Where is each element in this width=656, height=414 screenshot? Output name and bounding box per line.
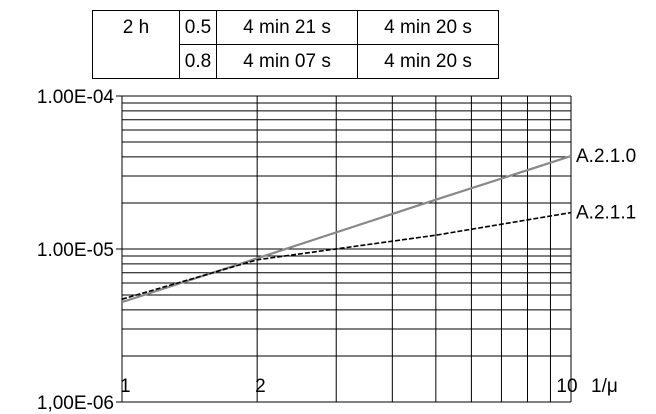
table-cell: 4 min 20 s (357, 10, 499, 45)
y-tick-label: 1.00E-05 (37, 240, 114, 261)
grid (116, 95, 572, 403)
results-table: 2 h 0.5 4 min 21 s 4 min 20 s 0.8 4 min … (92, 10, 499, 79)
table-cell: 0.5 (179, 10, 217, 45)
x-tick-label: 10 (556, 376, 577, 397)
chart-labels: 1.00E-04 1.00E-05 1,00E-06 1 2 10 1/μ A.2.1.0 A.… (37, 87, 636, 414)
table-cell: 2 h (92, 10, 180, 45)
series-label: A.2.1.1 (576, 203, 636, 224)
table-cell (92, 44, 180, 79)
x-axis-label: 1/μ (591, 376, 618, 397)
table-cell: 4 min 07 s (216, 44, 358, 79)
table-cell: 4 min 20 s (357, 44, 499, 79)
y-tick-label: 1,00E-06 (37, 393, 114, 414)
series-label: A.2.1.0 (576, 146, 636, 167)
y-tick-label: 1.00E-04 (37, 87, 115, 108)
x-tick-label: 2 (255, 376, 266, 397)
series-line-A.2.1.0 (121, 155, 572, 304)
x-tick-label: 1 (120, 376, 131, 397)
series-lines (121, 155, 572, 304)
table-row: 0.8 4 min 07 s 4 min 20 s (92, 44, 499, 79)
table-cell: 0.8 (179, 44, 217, 79)
series-line-A.2.1.1 (121, 211, 572, 300)
